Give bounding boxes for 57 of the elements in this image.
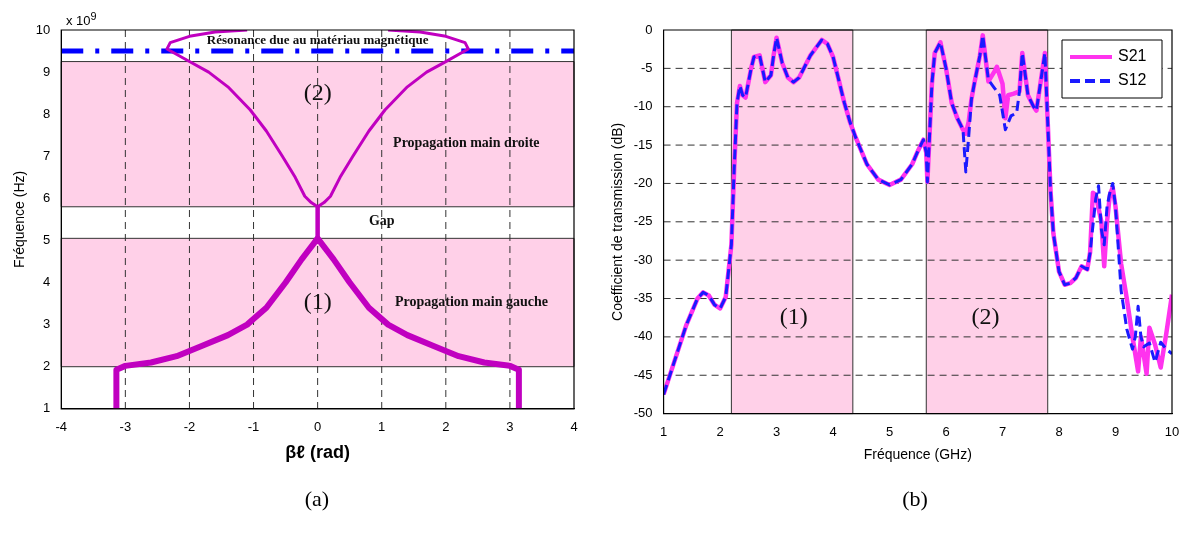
y-axis-title: Fréquence (Hz)	[11, 170, 28, 269]
y-tick-label: 0	[645, 21, 653, 37]
y-tick-label: 4	[43, 274, 51, 290]
x-axis-title: βℓ (rad)	[285, 442, 351, 463]
x-tick-label: 0	[314, 419, 322, 435]
y-tick-label: -40	[633, 328, 653, 344]
annotation: (2)	[971, 303, 1000, 329]
x-tick-label: 8	[1055, 423, 1063, 439]
x-tick-label: 3	[772, 423, 781, 439]
text: x 10$^{9}$	[66, 10, 97, 29]
legend-label: S21	[1118, 47, 1147, 65]
annotation: Propagation main gauche	[394, 294, 548, 310]
annotation: Gap	[368, 213, 395, 229]
x-tick-label: 3	[506, 419, 514, 435]
y-tick-label: -20	[633, 175, 653, 191]
ref-line-label: Résonance due au matériau magnétique	[206, 31, 429, 47]
y-tick-label: 5	[43, 232, 51, 248]
x-tick-label: 5	[885, 423, 894, 439]
y-tick-label: -25	[633, 213, 653, 229]
x-tick-label: 9	[1111, 423, 1120, 439]
x-tick-label: 4	[570, 419, 578, 435]
y-tick-label: -5	[641, 59, 653, 75]
x-tick-label: 1	[378, 419, 386, 435]
x-tick-label: 4	[829, 423, 837, 439]
y-tick-label: -45	[633, 366, 653, 382]
y-tick-label: 2	[43, 358, 51, 374]
legend-label: S12	[1118, 71, 1147, 89]
annotation: Propagation main droite	[393, 135, 540, 151]
y-axis-title: Coefficient de transmission (dB)	[609, 122, 626, 321]
y-tick-label: 8	[43, 105, 51, 121]
x-tick-label: -3	[119, 419, 132, 435]
y-tick-label: 10	[35, 21, 51, 37]
y-tick-label: -35	[633, 290, 653, 306]
y-tick-label: 9	[43, 63, 51, 79]
x-tick-label: 1	[659, 423, 668, 439]
x-tick-label: 2	[442, 419, 450, 435]
y-tick-label: -30	[633, 251, 653, 267]
y-tick-label: -10	[633, 98, 653, 114]
annotation: (1)	[779, 303, 808, 329]
x-tick-label: 10	[1164, 423, 1180, 439]
x-tick-label: 2	[716, 423, 724, 439]
x-tick-label: -1	[247, 419, 260, 435]
text: (a)	[303, 486, 331, 512]
text: (b)	[901, 486, 929, 512]
y-tick-label: 6	[43, 189, 51, 205]
y-tick-label: -50	[633, 405, 653, 421]
annotation: (1)	[303, 288, 332, 315]
y-tick-label: 1	[43, 400, 51, 416]
x-tick-label: -4	[55, 419, 68, 435]
x-tick-label: 6	[942, 423, 950, 439]
y-tick-label: -15	[633, 136, 653, 152]
x-tick-label: -2	[183, 419, 196, 435]
x-axis-title: Fréquence (GHz)	[863, 446, 972, 463]
x-tick-label: 7	[998, 423, 1007, 439]
y-tick-label: 7	[43, 147, 51, 163]
annotation: (2)	[303, 78, 332, 105]
y-tick-label: 3	[43, 316, 51, 332]
